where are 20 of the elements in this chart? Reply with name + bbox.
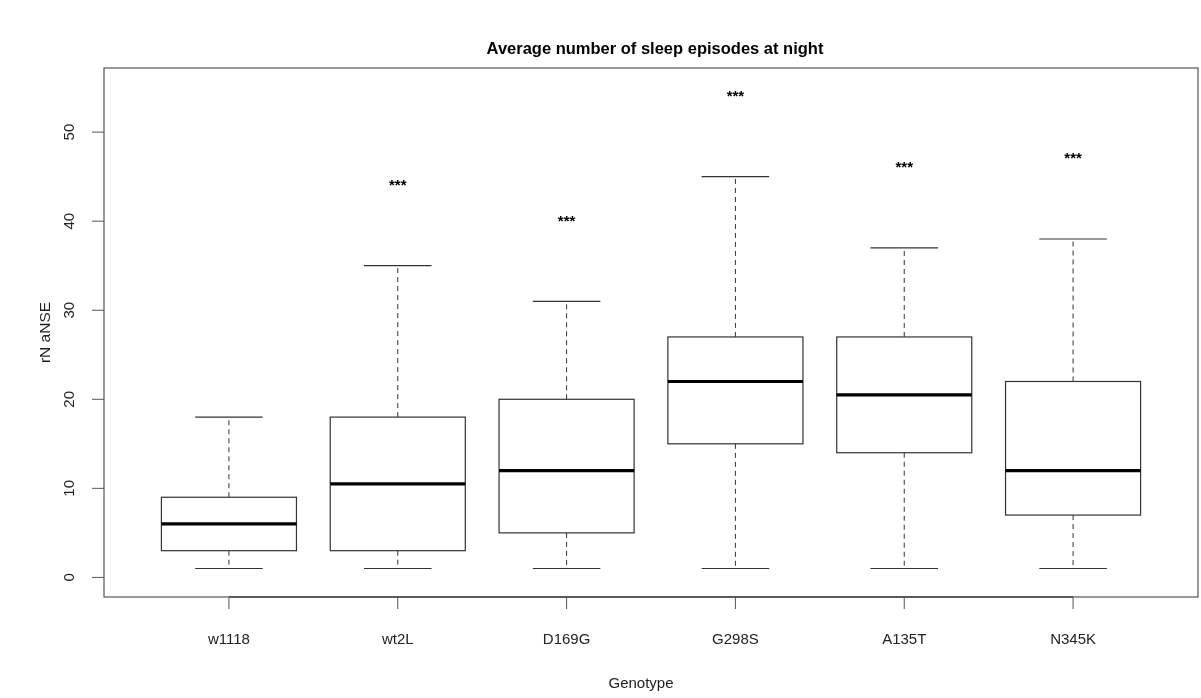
annotation: *** [389, 175, 407, 193]
annotation: *** [1064, 149, 1082, 167]
y-tick-label: 10 [60, 480, 77, 497]
y-tick-label: 30 [60, 301, 77, 319]
x-tick-label: N345K [1050, 630, 1097, 647]
annotation: *** [895, 158, 914, 176]
y-axis-title: rN aNSE [36, 301, 53, 364]
x-axis-title: Genotype [608, 674, 674, 691]
annotation: *** [726, 86, 745, 104]
y-tick-label: 20 [60, 390, 77, 408]
y-tick-label: 0 [60, 573, 77, 582]
x-tick-label: wt2L [380, 630, 414, 647]
y-tick-label: 40 [60, 212, 77, 230]
x-tick-label: w1118 [206, 630, 250, 647]
x-tick-label: G298S [712, 630, 759, 647]
y-tick-label: 50 [60, 123, 77, 141]
chart-title: Average number of sleep episodes at night [486, 39, 824, 57]
x-tick-label: D169G [542, 630, 591, 647]
annotation: *** [557, 211, 576, 229]
x-tick-label: A135T [882, 630, 927, 647]
